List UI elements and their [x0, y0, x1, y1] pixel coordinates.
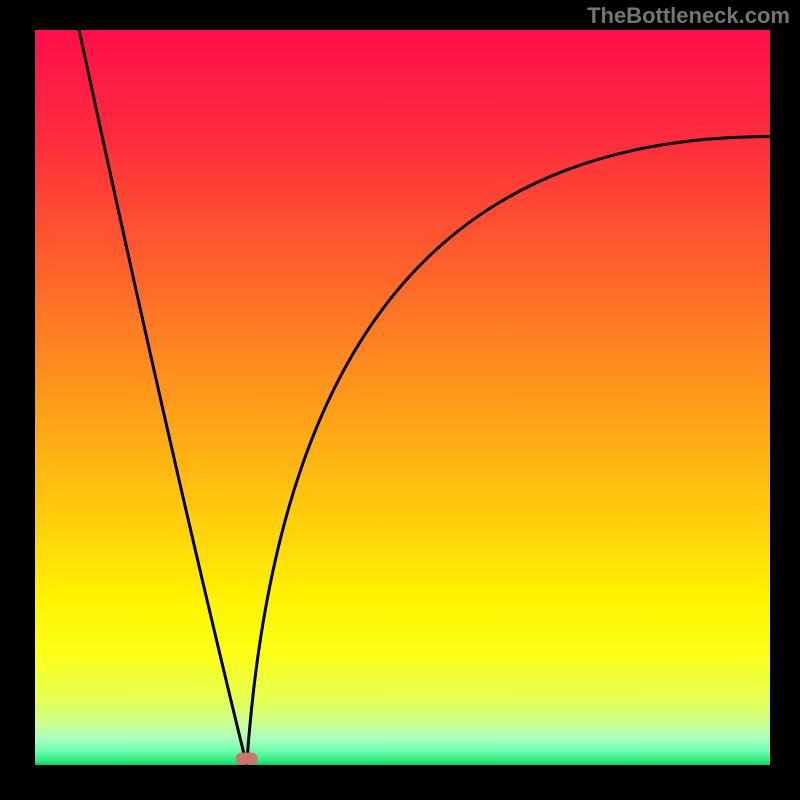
chart-svg: [35, 30, 770, 765]
optimal-marker: [236, 753, 258, 765]
chart-container: TheBottleneck.com: [0, 0, 800, 800]
watermark-text: TheBottleneck.com: [587, 3, 790, 29]
plot-area: [35, 30, 770, 765]
gradient-background: [35, 30, 770, 765]
